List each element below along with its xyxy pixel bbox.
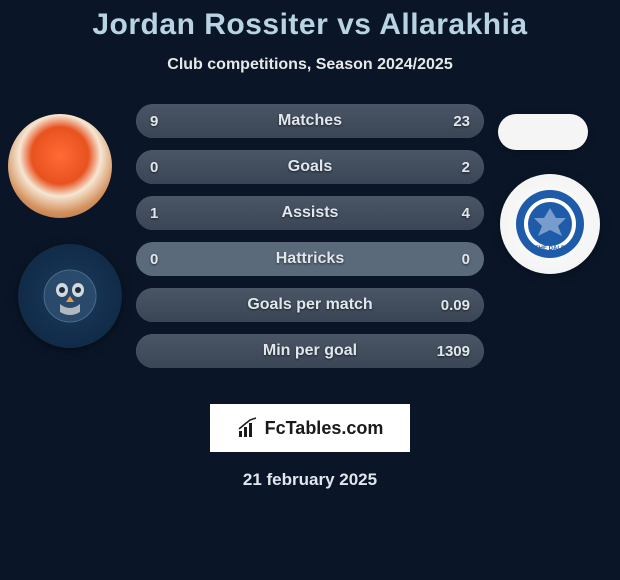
stat-bar: 0Hattricks0 bbox=[136, 242, 484, 276]
stat-value-right: 23 bbox=[453, 104, 470, 138]
avatar-image bbox=[8, 114, 112, 218]
owl-icon bbox=[42, 268, 98, 324]
stat-bar: 0Goals2 bbox=[136, 150, 484, 184]
stat-bar: 1Assists4 bbox=[136, 196, 484, 230]
rochdale-icon: THE DALE bbox=[514, 188, 586, 260]
stat-label: Min per goal bbox=[136, 334, 484, 368]
stat-value-right: 4 bbox=[462, 196, 470, 230]
stat-value-right: 1309 bbox=[437, 334, 470, 368]
club-badge-right: THE DALE bbox=[500, 174, 600, 274]
chart-icon bbox=[237, 417, 259, 439]
player-left-avatar bbox=[8, 114, 112, 218]
stat-label: Hattricks bbox=[136, 242, 484, 276]
stat-value-right: 2 bbox=[462, 150, 470, 184]
stat-bar: Goals per match0.09 bbox=[136, 288, 484, 322]
club-badge-left bbox=[18, 244, 122, 348]
stat-label: Assists bbox=[136, 196, 484, 230]
stat-value-right: 0.09 bbox=[441, 288, 470, 322]
footer-logo[interactable]: FcTables.com bbox=[210, 404, 410, 452]
player-right-avatar bbox=[498, 114, 588, 150]
svg-text:THE DALE: THE DALE bbox=[535, 246, 565, 252]
stat-value-right: 0 bbox=[462, 242, 470, 276]
stat-label: Goals bbox=[136, 150, 484, 184]
stat-bar: Min per goal1309 bbox=[136, 334, 484, 368]
stat-bars: 9Matches230Goals21Assists40Hattricks0Goa… bbox=[136, 104, 484, 368]
subtitle: Club competitions, Season 2024/2025 bbox=[0, 56, 620, 74]
stat-label: Goals per match bbox=[136, 288, 484, 322]
page-title: Jordan Rossiter vs Allarakhia bbox=[0, 8, 620, 42]
stats-area: THE DALE 9Matches230Goals21Assists40Hatt… bbox=[0, 104, 620, 384]
footer-logo-text: FcTables.com bbox=[265, 418, 384, 439]
footer-date: 21 february 2025 bbox=[0, 470, 620, 490]
stat-bar: 9Matches23 bbox=[136, 104, 484, 138]
stat-label: Matches bbox=[136, 104, 484, 138]
